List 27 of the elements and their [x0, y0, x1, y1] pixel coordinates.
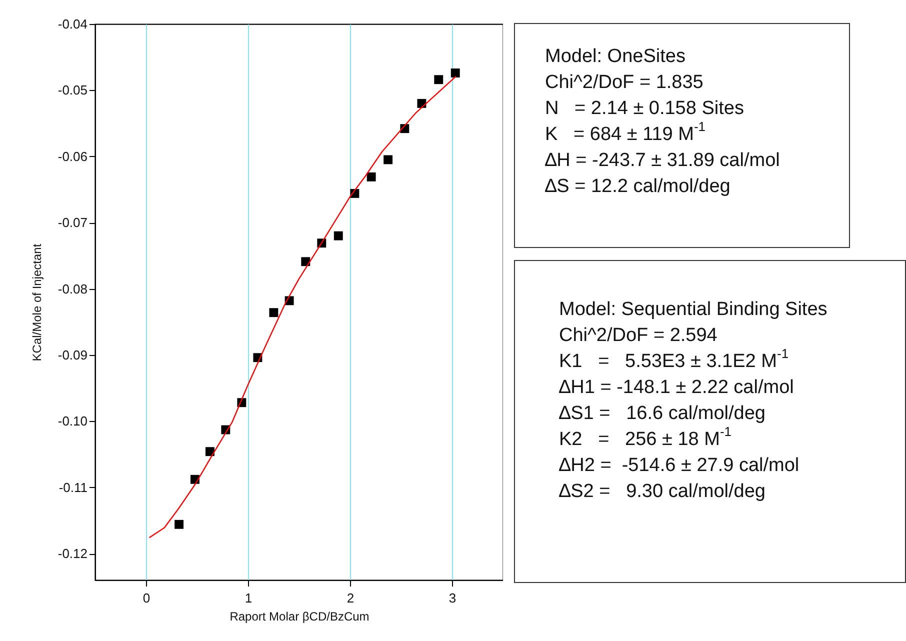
- y-tick-label: -0.06: [58, 148, 88, 164]
- y-tick-label: -0.12: [58, 546, 88, 562]
- x-tick-label: 0: [142, 590, 150, 606]
- point: [417, 98, 426, 108]
- x-axis-title: Raport Molar βCD/BzCum: [230, 610, 370, 624]
- y-tick-label: -0.08: [58, 281, 88, 296]
- y-axis-title: KCal/Mole of Injectant: [30, 243, 44, 362]
- point: [434, 75, 444, 84]
- point: [450, 68, 460, 78]
- text: Model: Sequential Binding Sites Chi^2/DoF = 2.594 K1 = 5.53E3 ± 3.1E2 M$^{-1}$ ∆H1 = -148.1 ± 2.22 cal/mol ∆S1 = 16.6 cal/mol/deg K2 = 256 ± 18 M$^{-1}$ ∆H2 = -514.6 ± 27.9 cal/mol ∆S2 = 9.30 cal/mol/deg: [559, 299, 828, 502]
- point: [205, 447, 214, 456]
- point: [174, 520, 184, 529]
- y-tick-label: -0.05: [58, 82, 88, 98]
- x-tick-label: 3: [448, 590, 456, 606]
- x-tick-label: 1: [244, 590, 252, 606]
- y-tick-label: -0.07: [58, 215, 88, 230]
- y-tick-label: -0.11: [58, 480, 88, 495]
- text: Model: OneSites Chi^2/DoF = 1.835 N = 2.14 ± 0.158 Sites K = 684 ± 119 M$^{-1}$ ∆H = -243.7 ± 31.89 cal/mol ∆S = 12.2 cal/mol/deg: [545, 46, 780, 197]
- y-tick-label: -0.09: [58, 347, 88, 362]
- point: [384, 155, 393, 164]
- point: [269, 308, 278, 318]
- x-tick-label: 2: [346, 590, 354, 606]
- point: [366, 172, 376, 182]
- point: [334, 231, 343, 240]
- y-tick-label: -0.04: [58, 16, 88, 32]
- y-tick-label: -0.10: [58, 414, 88, 429]
- point: [301, 257, 310, 266]
